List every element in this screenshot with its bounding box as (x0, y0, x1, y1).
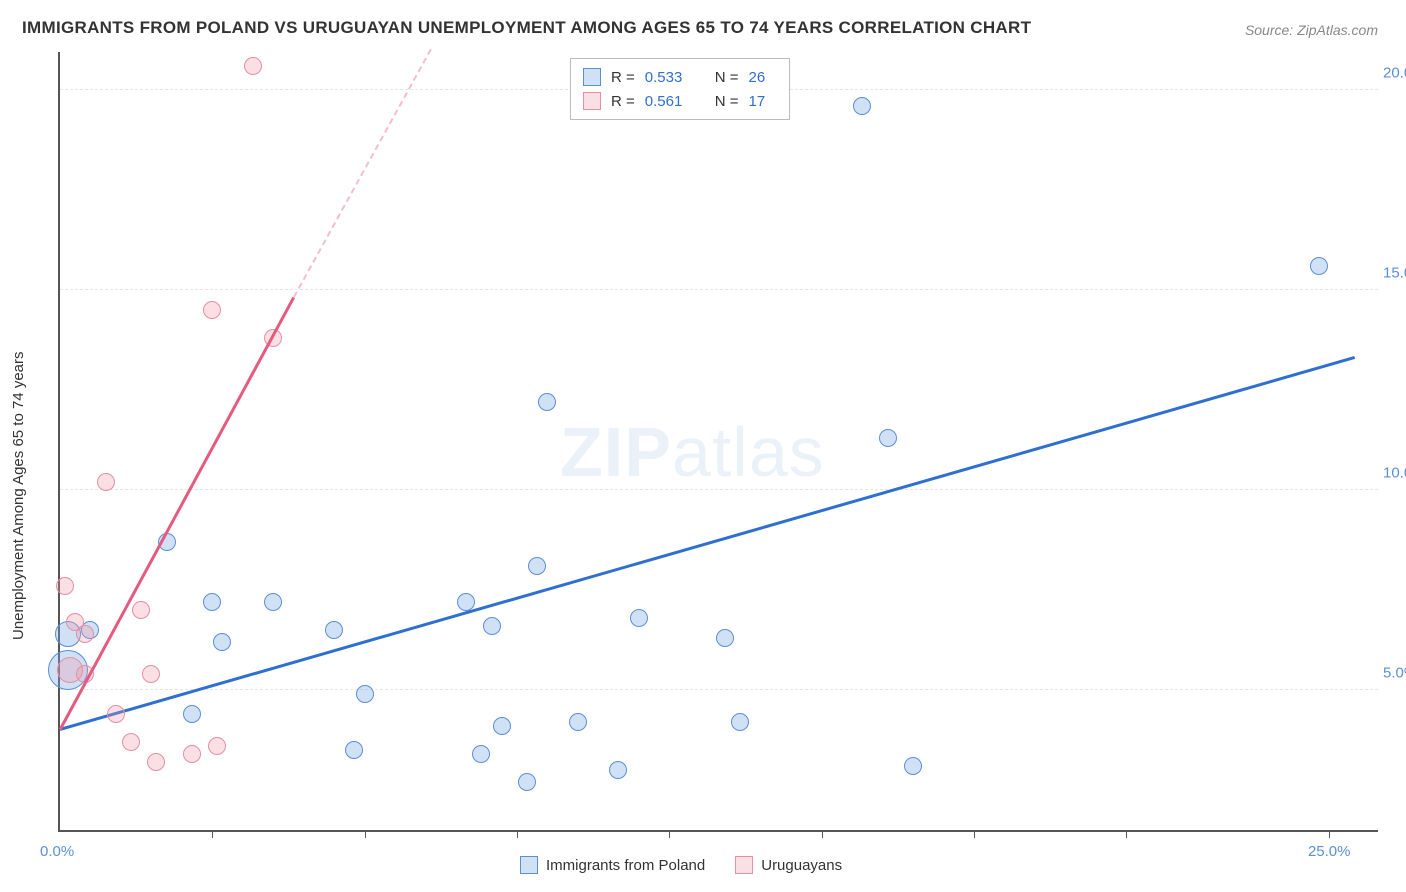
x-tick (669, 830, 670, 838)
data-point (356, 685, 374, 703)
data-point (528, 557, 546, 575)
watermark-bold: ZIP (560, 413, 672, 491)
trend-line (60, 356, 1355, 730)
data-point (183, 705, 201, 723)
data-point (203, 301, 221, 319)
legend-swatch-pink (735, 856, 753, 874)
source-attribution: Source: ZipAtlas.com (1245, 22, 1378, 38)
n-label: N = (715, 93, 739, 110)
legend-swatch-blue (583, 68, 601, 86)
data-point (904, 757, 922, 775)
legend-row: R = 0.533 N = 26 (583, 65, 777, 89)
trend-line (293, 49, 432, 298)
data-point (142, 665, 160, 683)
watermark-rest: atlas (672, 413, 825, 491)
legend-label: Immigrants from Poland (546, 857, 705, 874)
data-point (147, 753, 165, 771)
data-point (1310, 257, 1328, 275)
x-tick (365, 830, 366, 838)
data-point (569, 713, 587, 731)
x-tick (822, 830, 823, 838)
data-point (538, 393, 556, 411)
legend-item: Immigrants from Poland (520, 856, 705, 874)
data-point (244, 57, 262, 75)
data-point (609, 761, 627, 779)
legend-row: R = 0.561 N = 17 (583, 89, 777, 113)
watermark: ZIPatlas (560, 412, 825, 492)
x-tick (974, 830, 975, 838)
y-tick-label: 5.0% (1383, 665, 1406, 682)
y-tick-label: 20.0% (1383, 65, 1406, 82)
r-value: 0.561 (645, 93, 697, 110)
data-point (203, 593, 221, 611)
data-point (107, 705, 125, 723)
n-label: N = (715, 69, 739, 86)
legend-label: Uruguayans (761, 857, 842, 874)
data-point (731, 713, 749, 731)
data-point (345, 741, 363, 759)
data-point (76, 625, 94, 643)
chart-title: IMMIGRANTS FROM POLAND VS URUGUAYAN UNEM… (22, 18, 1031, 38)
r-label: R = (611, 93, 635, 110)
data-point (56, 577, 74, 595)
data-point (122, 733, 140, 751)
r-label: R = (611, 69, 635, 86)
x-tick-label: 0.0% (40, 843, 74, 860)
legend-item: Uruguayans (735, 856, 842, 874)
trend-line (59, 296, 295, 729)
legend-swatch-blue (520, 856, 538, 874)
gridline (60, 489, 1378, 490)
y-tick-label: 15.0% (1383, 265, 1406, 282)
data-point (472, 745, 490, 763)
plot-area: ZIPatlas 5.0%10.0%15.0%20.0%0.0%25.0% (58, 52, 1378, 832)
x-tick (1329, 830, 1330, 838)
data-point (264, 593, 282, 611)
correlation-legend: R = 0.533 N = 26 R = 0.561 N = 17 (570, 58, 790, 120)
y-tick-label: 10.0% (1383, 465, 1406, 482)
gridline (60, 289, 1378, 290)
data-point (716, 629, 734, 647)
data-point (183, 745, 201, 763)
data-point (132, 601, 150, 619)
data-point (493, 717, 511, 735)
data-point (97, 473, 115, 491)
data-point (213, 633, 231, 651)
data-point (853, 97, 871, 115)
series-legend: Immigrants from Poland Uruguayans (520, 856, 842, 874)
n-value: 26 (749, 69, 777, 86)
x-tick-label: 25.0% (1308, 843, 1351, 860)
x-tick (517, 830, 518, 838)
y-axis-label: Unemployment Among Ages 65 to 74 years (10, 351, 27, 640)
legend-swatch-pink (583, 92, 601, 110)
x-tick (212, 830, 213, 838)
data-point (518, 773, 536, 791)
r-value: 0.533 (645, 69, 697, 86)
n-value: 17 (749, 93, 777, 110)
data-point (483, 617, 501, 635)
data-point (879, 429, 897, 447)
data-point (325, 621, 343, 639)
data-point (208, 737, 226, 755)
gridline (60, 689, 1378, 690)
x-tick (1126, 830, 1127, 838)
data-point (630, 609, 648, 627)
